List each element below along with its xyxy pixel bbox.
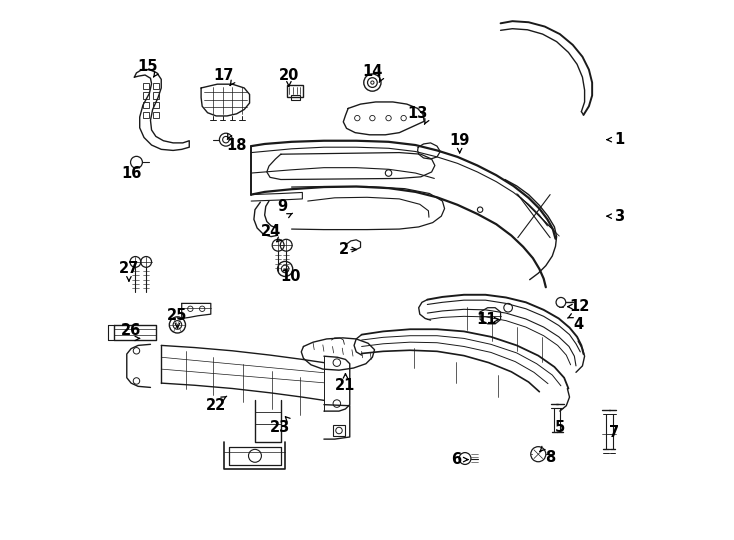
Text: 5: 5 (555, 420, 565, 435)
Bar (143, 102, 150, 109)
Text: 1: 1 (614, 132, 624, 147)
Text: 23: 23 (269, 420, 290, 435)
Bar (143, 83, 150, 89)
Text: 7: 7 (608, 425, 619, 440)
Text: 8: 8 (545, 450, 555, 465)
Bar (291, 96, 300, 100)
Text: 6: 6 (451, 452, 461, 467)
Bar (143, 92, 150, 99)
Bar (153, 112, 159, 118)
Text: 3: 3 (614, 208, 624, 224)
Bar (153, 92, 159, 99)
Text: 4: 4 (573, 318, 584, 333)
Bar (153, 83, 159, 89)
Text: 14: 14 (362, 64, 382, 79)
Text: 13: 13 (407, 106, 428, 122)
Text: 27: 27 (119, 261, 139, 276)
Text: 26: 26 (121, 323, 141, 338)
Bar (153, 102, 159, 109)
Bar (287, 85, 303, 97)
Text: 24: 24 (261, 224, 281, 239)
Text: 15: 15 (137, 59, 158, 74)
Text: 21: 21 (335, 379, 356, 393)
Text: 19: 19 (449, 133, 470, 148)
Text: 22: 22 (206, 398, 226, 413)
Text: 11: 11 (476, 312, 497, 327)
Bar (143, 112, 150, 118)
Text: 12: 12 (570, 299, 590, 314)
Text: 16: 16 (121, 166, 141, 180)
Text: 18: 18 (226, 138, 247, 152)
Text: 9: 9 (277, 199, 287, 214)
Bar (333, 425, 346, 436)
Text: 17: 17 (214, 68, 234, 83)
Text: 20: 20 (279, 68, 299, 83)
Text: 25: 25 (167, 308, 188, 323)
Text: 10: 10 (280, 269, 301, 284)
Text: 2: 2 (339, 242, 349, 257)
